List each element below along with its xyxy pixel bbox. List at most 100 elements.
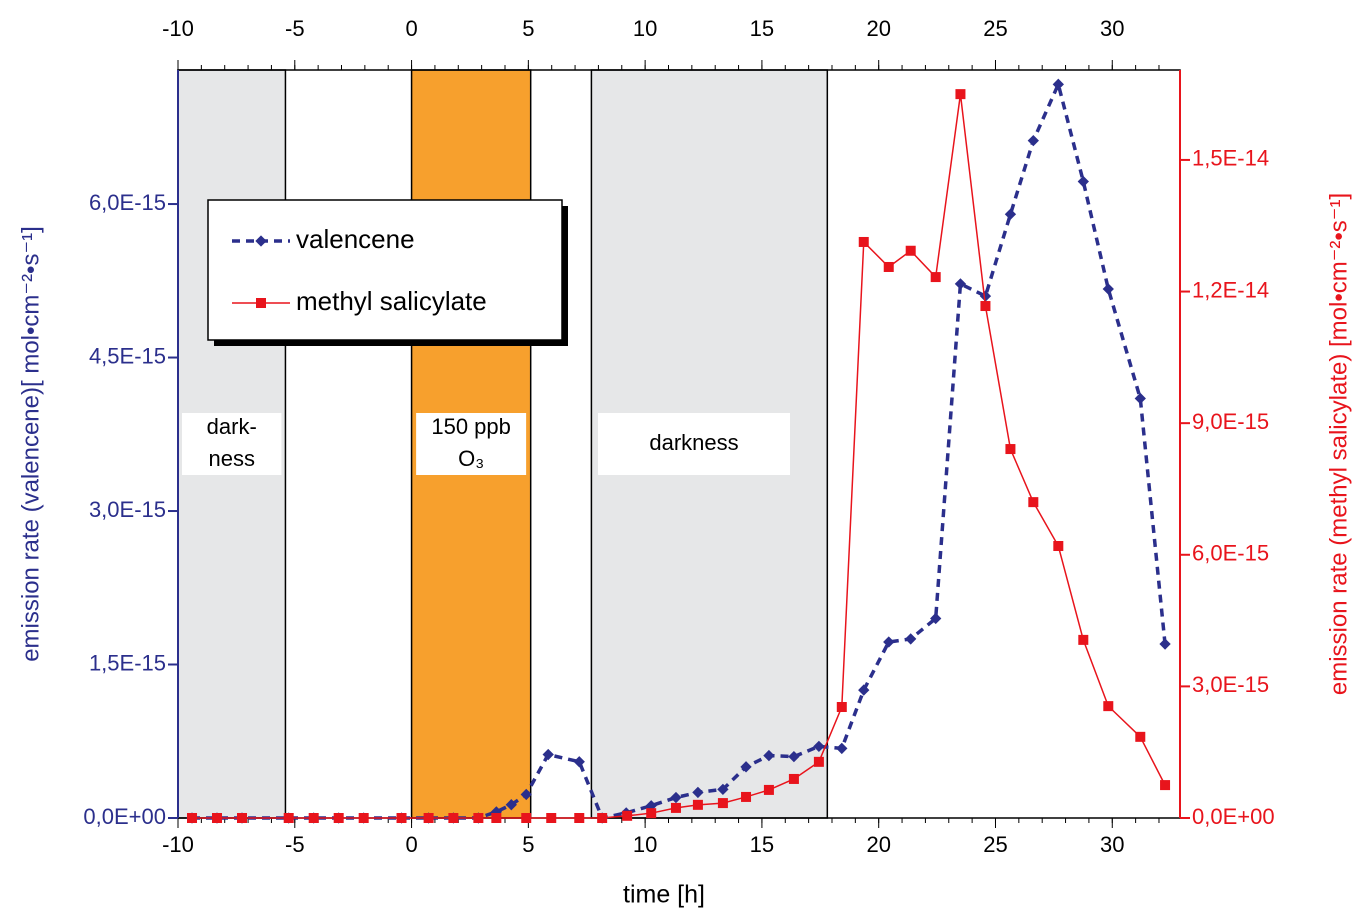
- y2-tick-label: 1,2E-14: [1192, 277, 1269, 302]
- data-point: [836, 702, 847, 713]
- x-top-tick-label: 0: [405, 16, 417, 41]
- data-point: [1004, 208, 1017, 220]
- x-top-tick-label: 10: [633, 16, 657, 41]
- y-tick-label: 4,5E-15: [89, 343, 166, 368]
- y2-tick-label: 6,0E-15: [1192, 541, 1269, 566]
- y2-tick-label: 1,5E-14: [1192, 146, 1269, 171]
- data-point: [521, 813, 532, 823]
- region-label: dark-: [207, 414, 257, 439]
- x-top-tick-label: 25: [983, 16, 1007, 41]
- data-point: [763, 749, 775, 762]
- data-point: [858, 236, 869, 247]
- legend-marker: [255, 235, 267, 247]
- data-point: [1102, 283, 1114, 295]
- data-point: [396, 813, 407, 823]
- x-axis-label: time [h]: [623, 881, 705, 909]
- y-tick-label: 6,0E-15: [89, 190, 166, 215]
- data-point: [236, 813, 247, 823]
- data-point: [597, 813, 608, 823]
- data-point: [308, 813, 319, 823]
- x-top-tick-label: 5: [522, 16, 534, 41]
- x-top-tick-label: -10: [162, 16, 194, 41]
- x-tick-label: 10: [633, 832, 657, 857]
- data-point: [573, 756, 585, 768]
- region-label: 150 ppb: [431, 414, 511, 439]
- data-point: [1005, 444, 1016, 455]
- data-point: [1077, 175, 1089, 188]
- x-tick-label: 15: [750, 832, 774, 857]
- data-point: [788, 750, 800, 763]
- legend-marker: [256, 298, 266, 308]
- data-point: [212, 813, 223, 823]
- data-point: [1027, 134, 1039, 147]
- data-point: [930, 272, 941, 283]
- data-point: [905, 633, 917, 645]
- series-line: [192, 79, 1167, 821]
- legend-label: valencene: [296, 224, 415, 254]
- x-tick-label: -10: [162, 832, 194, 857]
- region-label: O₃: [458, 446, 484, 471]
- data-point: [717, 783, 729, 796]
- data-point: [622, 810, 633, 821]
- data-point: [491, 813, 502, 823]
- data-point: [187, 813, 198, 823]
- x-tick-label: 5: [522, 832, 534, 857]
- data-point: [979, 290, 992, 302]
- region-label: darkness: [649, 430, 738, 455]
- data-point: [954, 278, 967, 290]
- x-tick-label: -5: [285, 832, 305, 857]
- data-point: [283, 813, 294, 823]
- data-point: [542, 748, 554, 761]
- data-point: [574, 813, 585, 823]
- x-top-tick-label: 20: [866, 16, 890, 41]
- x-top-tick-label: 15: [750, 16, 774, 41]
- x-top-tick-label: -5: [285, 16, 305, 41]
- data-point: [1159, 638, 1171, 650]
- data-point: [1103, 701, 1114, 712]
- data-point: [520, 788, 532, 801]
- data-point: [883, 261, 894, 272]
- region-label-box: [182, 413, 282, 475]
- data-point: [813, 740, 825, 753]
- region-label-box: [598, 413, 790, 475]
- data-point: [813, 756, 824, 767]
- data-point: [1053, 541, 1064, 551]
- y2-tick-label: 9,0E-15: [1192, 409, 1269, 434]
- data-point: [670, 802, 681, 813]
- data-point: [1134, 392, 1146, 405]
- x-tick-label: 30: [1100, 832, 1124, 857]
- y2-tick-label: 0,0E+00: [1192, 804, 1275, 829]
- data-point: [546, 813, 557, 823]
- data-point: [1078, 634, 1089, 645]
- region-label-box: [416, 413, 527, 475]
- legend: [207, 199, 563, 341]
- data-point: [448, 813, 459, 823]
- data-point: [980, 301, 991, 312]
- data-point: [1160, 780, 1171, 791]
- x-tick-label: 20: [866, 832, 890, 857]
- data-point: [333, 813, 344, 823]
- x-tick-label: 25: [983, 832, 1007, 857]
- data-point: [836, 742, 848, 755]
- x-tick-label: 0: [405, 832, 417, 857]
- data-point: [423, 813, 434, 823]
- data-point: [505, 799, 517, 811]
- data-point: [670, 791, 682, 804]
- data-point: [692, 786, 704, 799]
- data-point: [646, 808, 657, 819]
- y-tick-label: 3,0E-15: [89, 497, 166, 522]
- y-tick-label: 1,5E-15: [89, 650, 166, 675]
- data-point: [692, 799, 703, 810]
- data-point: [955, 89, 966, 100]
- data-point: [763, 784, 774, 795]
- data-point: [905, 245, 916, 256]
- data-point: [930, 612, 942, 625]
- y2-tick-label: 3,0E-15: [1192, 672, 1269, 697]
- data-point: [717, 798, 728, 809]
- data-point: [1028, 497, 1039, 508]
- data-point: [858, 684, 870, 696]
- region-label: ness: [208, 446, 254, 471]
- y-tick-label: 0,0E+00: [83, 804, 166, 829]
- data-point: [1135, 731, 1146, 742]
